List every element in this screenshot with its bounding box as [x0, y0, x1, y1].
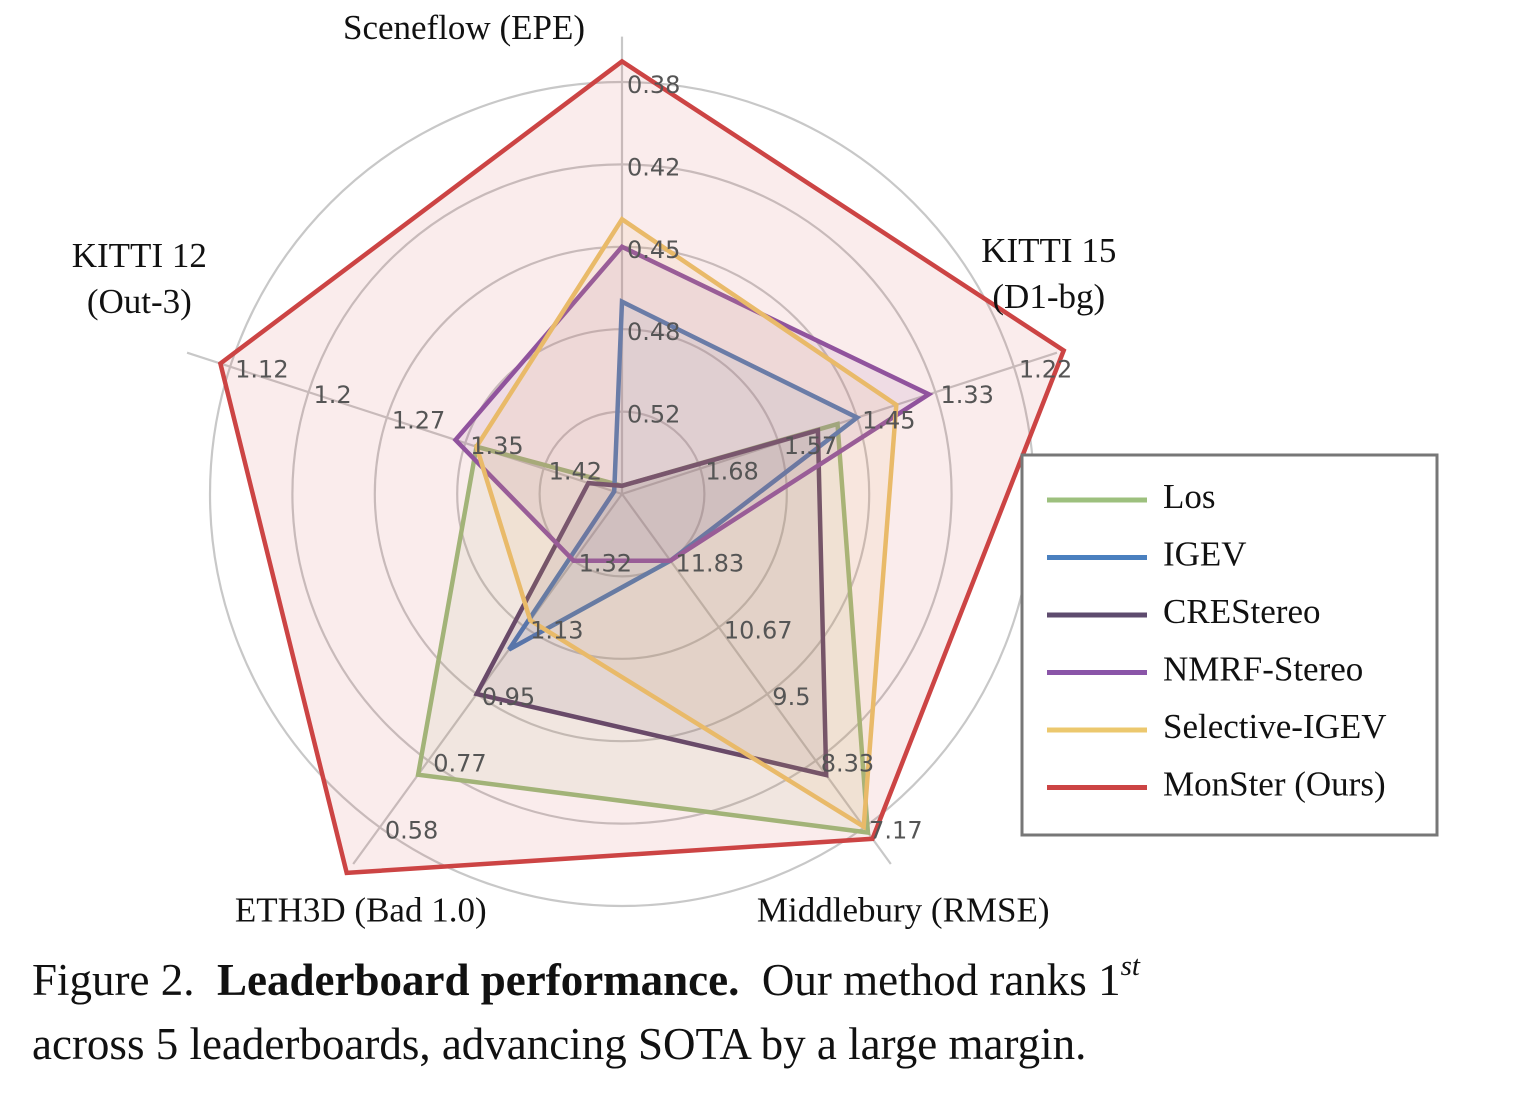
tick-label: 1.22	[1019, 356, 1072, 384]
spoke-middlebury-rmse	[621, 493, 892, 865]
legend-label: IGEV	[1163, 535, 1247, 574]
legend-label: NMRF-Stereo	[1163, 650, 1363, 689]
tick-label: 0.77	[433, 750, 486, 778]
caption-text-end: across 5 leaderboards, advancing SOTA by…	[32, 1019, 1087, 1069]
axis-title: Sceneflow (EPE)	[343, 8, 585, 47]
tick-label: 1.12	[235, 356, 288, 384]
legend-label: CREStereo	[1163, 592, 1320, 631]
caption-superscript: st	[1120, 950, 1140, 982]
tick-label: 0.95	[482, 683, 535, 711]
legend-label: MonSter (Ours)	[1163, 765, 1386, 804]
tick-label: 1.35	[470, 432, 523, 460]
axis-title: KITTI 15	[981, 231, 1116, 270]
tick-label: 0.45	[627, 236, 680, 264]
tick-label: 11.83	[675, 550, 744, 578]
series-nmrf-stereo	[452, 244, 934, 563]
tick-label: 1.33	[940, 381, 993, 409]
tick-label: 1.68	[705, 458, 758, 486]
caption-prefix: Figure 2.	[32, 955, 195, 1005]
tick-labels: 0.38 0.42 0.45 0.48 0.52 1.22 1.33 1.45 1.57 1.68…	[235, 71, 1072, 844]
axis-titles: Sceneflow (EPE) KITTI 15 (D1-bg) Middlebury…	[72, 8, 1117, 929]
tick-label: 7.17	[869, 816, 922, 844]
legend: Los IGEV CREStereo NMRF-Stereo Selective-IGE…	[1020, 453, 1439, 837]
spoke-kitti-12-out-3	[186, 351, 623, 496]
tick-label: 1.32	[579, 550, 632, 578]
tick-label: 8.33	[821, 750, 874, 778]
radar-chart: 0.38 0.42 0.45 0.48 0.52 1.22 1.33 1.45 1.57 1.68…	[72, 8, 1439, 929]
tick-label: 0.42	[627, 153, 680, 181]
tick-label: 1.42	[549, 458, 602, 486]
axis-title: (Out-3)	[87, 282, 192, 321]
tick-label: 0.58	[385, 816, 438, 844]
caption-text-start: Our method ranks 1	[761, 955, 1121, 1005]
tick-label: 1.45	[862, 407, 915, 435]
axis-title: ETH3D (Bad 1.0)	[235, 890, 487, 929]
tick-label: 1.13	[530, 616, 583, 644]
series-selective-igev	[474, 216, 899, 831]
legend-label: Selective-IGEV	[1163, 707, 1387, 746]
tick-label: 0.38	[627, 71, 680, 99]
legend-box	[1020, 453, 1439, 837]
legend-label: Los	[1163, 477, 1216, 516]
tick-label: 1.57	[784, 432, 837, 460]
axis-title: KITTI 12	[72, 236, 207, 275]
caption-bold-title: Leaderboard performance.	[217, 955, 740, 1005]
tick-label: 9.5	[772, 683, 810, 711]
axis-title: Middlebury (RMSE)	[757, 890, 1050, 929]
spoke-eth3d-bad-1-0	[352, 493, 623, 865]
tick-label: 1.27	[392, 407, 445, 435]
axis-title: (D1-bg)	[992, 277, 1105, 316]
tick-label: 10.67	[724, 616, 793, 644]
tick-label: 0.52	[627, 401, 680, 429]
series-monster-ours	[217, 58, 1067, 876]
tick-label: 1.2	[314, 381, 352, 409]
tick-label: 0.48	[627, 318, 680, 346]
figure-caption: Figure 2. Leaderboard performance. Our m…	[32, 948, 1512, 1076]
series-polygons	[217, 58, 1067, 876]
